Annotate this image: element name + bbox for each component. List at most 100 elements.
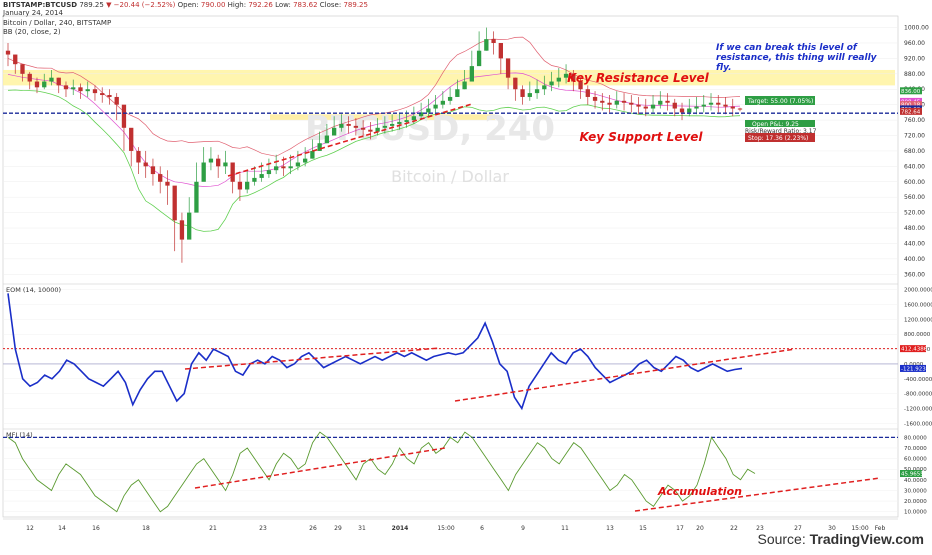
- y-tick-label: 60.0000: [904, 457, 927, 463]
- mfi-line: [7, 431, 756, 513]
- candle-body: [658, 100, 663, 105]
- resistance-zone: [3, 69, 895, 86]
- x-tick-label: 27: [794, 525, 802, 532]
- candle-body: [694, 106, 699, 109]
- x-tick-label: 31: [358, 525, 366, 532]
- candle-body: [578, 81, 583, 90]
- candle-body: [150, 166, 156, 175]
- candle-body: [114, 96, 119, 105]
- y-tick-label: 0.0000: [904, 362, 924, 368]
- x-tick-label: 15:00: [437, 525, 454, 532]
- candle-body: [679, 108, 685, 113]
- candle-body: [636, 104, 641, 107]
- symbol: BITSTAMP:BTCUSD: [3, 1, 78, 9]
- bb-indicator-label: BB (20, close, 2): [3, 28, 61, 36]
- target-box: [745, 96, 815, 105]
- candle-body: [708, 102, 714, 105]
- price-tag: [900, 101, 922, 109]
- candle-body: [360, 127, 366, 130]
- x-tick-label: 23: [259, 525, 267, 532]
- candle-body: [476, 50, 482, 67]
- x-tick-label: 26: [309, 525, 317, 532]
- high-value: 792.26: [248, 1, 273, 9]
- x-tick-label: 16: [92, 525, 100, 532]
- source-credit: Source: TradingView.com: [757, 531, 924, 547]
- y-tick-label: 640.00: [904, 163, 925, 170]
- candle-body: [100, 93, 105, 96]
- eom-tag-text: 412.4386: [901, 347, 928, 353]
- candle-body: [56, 77, 61, 86]
- candle-body: [585, 89, 590, 97]
- y-tick-label: 10.0000: [904, 510, 927, 516]
- price-tag-text: 836.00: [901, 89, 921, 95]
- candle-body: [607, 102, 612, 105]
- candle-body: [629, 102, 634, 105]
- open-pl-box: [745, 120, 815, 127]
- candle-body: [455, 89, 460, 97]
- support-label: Key Support Level: [579, 130, 703, 144]
- candle-body: [288, 166, 293, 169]
- price-tag-text: 782.64: [901, 109, 921, 115]
- close-label: Close:: [319, 1, 342, 9]
- x-tick-label: 2014: [392, 525, 409, 532]
- source-brand: TradingView.com: [809, 531, 924, 547]
- candle-body: [737, 108, 743, 110]
- candle-body: [621, 100, 627, 103]
- candle-body: [426, 108, 431, 113]
- x-tick-label: 11: [561, 525, 569, 532]
- y-tick-label: 20.0000: [904, 499, 927, 505]
- y-tick-label: 40.0000: [904, 478, 927, 484]
- candle-body: [71, 87, 76, 90]
- candle-body: [389, 123, 395, 126]
- comment-line: fly.: [716, 63, 732, 73]
- resistance-label: Key Resistance Level: [567, 71, 710, 85]
- x-tick-label: 14: [58, 525, 66, 532]
- candle-body: [107, 95, 112, 97]
- chart-date: January 24, 2014: [3, 9, 63, 17]
- candle-body: [716, 102, 721, 105]
- price-change: ▼ −20.44 (−2.52%): [106, 1, 176, 9]
- candle-body: [469, 66, 474, 82]
- plot-frame: [2, 15, 899, 518]
- y-tick-label: 70.0000: [904, 446, 927, 452]
- candle-body: [665, 100, 670, 103]
- candle-body: [317, 143, 322, 151]
- y-tick-label: 80.0000: [904, 435, 927, 441]
- y-tick-label: 960.00: [904, 40, 925, 47]
- candle-body: [310, 150, 315, 159]
- risk-reward-text: Risk/Reward Ratio: 3.17: [745, 128, 817, 135]
- candle-body: [556, 77, 561, 82]
- y-tick-label: 360.00: [904, 271, 925, 278]
- y-tick-label: 400.00: [904, 256, 925, 263]
- candle-body: [78, 87, 83, 92]
- x-tick-label: 21: [209, 525, 217, 532]
- candle-body: [730, 106, 735, 109]
- comment-line: resistance, this thing will really: [716, 53, 878, 63]
- comment-line: If we can break this level of: [716, 43, 858, 53]
- y-tick-label: 1000.00: [904, 25, 929, 32]
- candle-body: [462, 81, 467, 90]
- y-tick-label: 800.0000: [904, 332, 931, 338]
- trendline-mfi-2: [634, 477, 881, 512]
- close-value: 789.25: [343, 1, 368, 9]
- x-tick-label: 12: [26, 525, 34, 532]
- candle-body: [382, 125, 388, 128]
- x-tick-label: 17: [676, 525, 684, 532]
- candle-body: [266, 170, 272, 175]
- low-label: Low:: [275, 1, 291, 9]
- x-tick-label: 29: [334, 525, 342, 532]
- y-tick-label: 30.0000: [904, 488, 927, 494]
- x-tick-label: Feb: [875, 525, 886, 532]
- y-tick-label: 720.00: [904, 133, 925, 140]
- trendline-eom-1: [184, 347, 441, 370]
- candle-body: [143, 162, 148, 167]
- candle-body: [85, 89, 90, 92]
- x-tick-label: 15: [639, 525, 647, 532]
- low-value: 783.62: [293, 1, 318, 9]
- eom-line: [7, 293, 743, 411]
- candle-body: [179, 220, 185, 240]
- y-tick-label: 1200.0000: [904, 317, 932, 323]
- price-tag: [900, 87, 922, 95]
- bb-upper-band: [7, 36, 741, 157]
